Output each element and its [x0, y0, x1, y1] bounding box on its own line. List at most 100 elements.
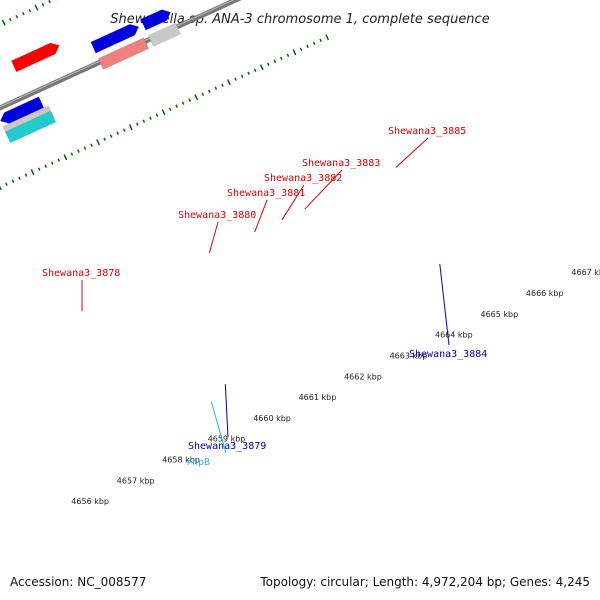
inner-tick	[18, 176, 21, 180]
inner-tick	[292, 49, 297, 56]
inner-tick	[96, 139, 100, 146]
kbp-tick-label: 4662 kbp	[344, 372, 382, 381]
inner-tick	[325, 34, 330, 41]
gene-features	[0, 7, 181, 144]
outer-tick	[8, 17, 12, 22]
inner-tick	[155, 113, 159, 117]
outer-tick	[34, 4, 39, 11]
gene-feature[interactable]	[5, 110, 57, 144]
inner-tick	[136, 122, 139, 126]
gene-label[interactable]: Shewana3_3883	[302, 158, 380, 169]
gene-label-leader	[210, 401, 227, 454]
kbp-tick-label: 4658 kbp	[162, 456, 200, 465]
inner-tick	[37, 167, 41, 171]
gene-label[interactable]: Shewana3_3878	[42, 268, 120, 279]
inner-tick	[266, 62, 270, 66]
kbp-tick-label: 4656 kbp	[71, 497, 109, 506]
inner-tick	[312, 41, 316, 45]
topology-text: Topology: circular; Length: 4,972,204 bp…	[259, 575, 590, 589]
inner-tick	[24, 173, 28, 177]
gene-feature[interactable]	[0, 96, 45, 127]
inner-tick	[319, 38, 322, 42]
gene-feature[interactable]	[147, 22, 181, 47]
inner-tick	[103, 137, 106, 141]
gene-label[interactable]: Shewana3_3882	[264, 173, 342, 184]
inner-tick	[273, 59, 277, 63]
inner-tick	[5, 182, 8, 186]
gene-label[interactable]: rnpB	[186, 457, 210, 468]
inner-tick	[175, 104, 178, 108]
inner-tick	[30, 169, 35, 176]
gene-label[interactable]: Shewana3_3884	[409, 349, 487, 360]
inner-tick	[0, 184, 2, 191]
gene-label-leader	[208, 221, 219, 254]
gene-label[interactable]: Shewana3_3879	[188, 441, 266, 452]
gene-label-leader	[439, 263, 450, 346]
inner-tick	[253, 68, 257, 72]
inner-tick	[221, 83, 224, 87]
outer-tick	[28, 8, 32, 13]
gene-feature[interactable]	[97, 37, 150, 70]
gene-label-leader	[224, 384, 229, 438]
gene-feature[interactable]	[90, 21, 141, 54]
kbp-tick-label: 4663 kbp	[390, 352, 428, 361]
accession-text: Accession: NC_008577	[10, 575, 146, 589]
kbp-tick-label: 4664 kbp	[435, 331, 473, 340]
inner-tick	[259, 64, 264, 71]
gene-label-leader	[281, 184, 305, 220]
kbp-tick-label: 4657 kbp	[117, 476, 155, 485]
inner-tick	[57, 158, 61, 162]
gene-labels: Shewana3_3878 Shewana3_3880 Shewana3_3881 S…	[42, 126, 487, 468]
inner-tick	[194, 94, 199, 101]
kbp-tick-label: 4667 kbp	[571, 268, 600, 277]
inner-tick	[161, 109, 166, 116]
gene-label[interactable]: Shewana3_3881	[227, 188, 305, 199]
kbp-tick-label: 4661 kbp	[299, 393, 337, 402]
inner-tick	[70, 152, 74, 156]
gene-label-leader	[395, 137, 429, 168]
gene-label-leader	[254, 199, 268, 233]
inner-tick	[208, 89, 211, 93]
inner-tick	[83, 146, 87, 150]
kbp-tick-label: 4659 kbp	[208, 435, 246, 444]
gene-feature[interactable]	[140, 7, 173, 31]
inner-tick	[90, 143, 93, 147]
outer-tick	[22, 11, 25, 16]
outer-tick	[48, 0, 51, 4]
inner-tick	[50, 161, 54, 165]
inner-tick	[227, 79, 231, 86]
inner-tick	[234, 77, 237, 81]
outer-tick	[1, 19, 6, 26]
inner-tick	[286, 53, 290, 57]
inner-tick	[63, 154, 68, 161]
inner-tick	[109, 134, 113, 138]
kbp-tick-label: 4666 kbp	[526, 289, 564, 298]
kbp-tick-label: 4665 kbp	[481, 310, 519, 319]
gene-label-leader	[304, 169, 343, 210]
gene-label[interactable]: Shewana3_3885	[388, 126, 466, 137]
inner-tick	[181, 101, 185, 105]
inner-tick	[201, 92, 205, 96]
inner-tick	[188, 98, 192, 102]
inner-tick	[77, 149, 80, 153]
inner-tick	[306, 44, 309, 48]
inner-tick	[142, 119, 146, 123]
outer-tick	[41, 2, 45, 7]
gene-label[interactable]: Shewana3_3880	[178, 210, 256, 221]
inner-tick	[247, 71, 250, 75]
gene-feature[interactable]	[11, 40, 61, 73]
inner-tick	[44, 164, 47, 168]
kbp-tick-label: 4660 kbp	[253, 414, 291, 423]
outer-tick	[15, 14, 19, 19]
inner-tick	[128, 124, 133, 131]
inner-tick	[299, 47, 303, 51]
inner-tick	[240, 74, 244, 78]
inner-tick	[280, 56, 283, 60]
inner-tick	[11, 179, 15, 183]
inner-tick	[116, 131, 120, 135]
inner-tick	[214, 86, 218, 90]
kbp-tick-labels: 4656 kbp 4657 kbp 4658 kbp 4659 kbp 4660 kbp…	[71, 268, 600, 506]
tick-marks	[0, 0, 330, 191]
inner-tick	[149, 116, 152, 120]
